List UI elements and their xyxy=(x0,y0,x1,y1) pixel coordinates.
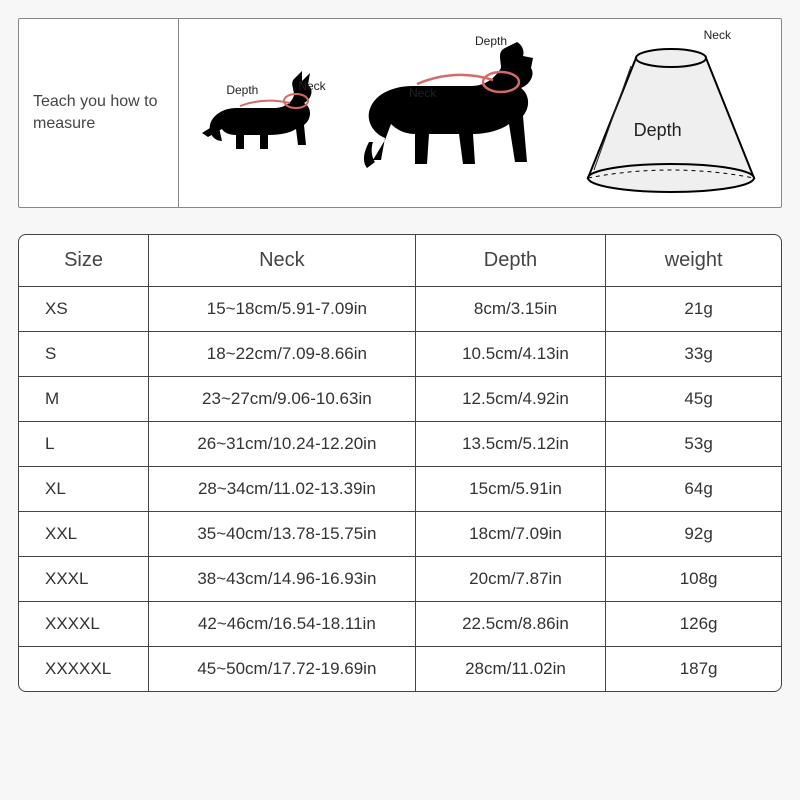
table-row: XL28~34cm/11.02-13.39in15cm/5.91in64g xyxy=(19,467,781,512)
cell-weight: 53g xyxy=(606,422,781,467)
cat-neck-label: Neck xyxy=(298,79,325,93)
cell-depth: 12.5cm/4.92in xyxy=(415,377,606,422)
measure-illustrations: Depth Neck Depth Neck xyxy=(179,19,781,207)
cell-weight: 92g xyxy=(606,512,781,557)
table-header-row: Size Neck Depth weight xyxy=(19,235,781,287)
cell-weight: 126g xyxy=(606,602,781,647)
cell-depth: 28cm/11.02in xyxy=(415,647,606,692)
size-table: Size Neck Depth weight XS15~18cm/5.91-7.… xyxy=(18,234,782,692)
measure-title: Teach you how to measure xyxy=(19,19,179,207)
cell-depth: 20cm/7.87in xyxy=(415,557,606,602)
cat-icon xyxy=(194,53,344,173)
cell-size: XXXXXL xyxy=(19,647,149,692)
cell-size: XS xyxy=(19,287,149,332)
cell-size: XXXXL xyxy=(19,602,149,647)
cell-neck: 26~31cm/10.24-12.20in xyxy=(149,422,416,467)
cell-weight: 187g xyxy=(606,647,781,692)
cell-neck: 18~22cm/7.09-8.66in xyxy=(149,332,416,377)
cell-neck: 15~18cm/5.91-7.09in xyxy=(149,287,416,332)
cell-depth: 22.5cm/8.86in xyxy=(415,602,606,647)
cell-depth: 13.5cm/5.12in xyxy=(415,422,606,467)
cell-neck: 35~40cm/13.78-15.75in xyxy=(149,512,416,557)
table-row: S18~22cm/7.09-8.66in10.5cm/4.13in33g xyxy=(19,332,781,377)
th-neck: Neck xyxy=(149,235,416,287)
cell-depth: 15cm/5.91in xyxy=(415,467,606,512)
table-row: M23~27cm/9.06-10.63in12.5cm/4.92in45g xyxy=(19,377,781,422)
cell-depth: 18cm/7.09in xyxy=(415,512,606,557)
cell-size: XXXL xyxy=(19,557,149,602)
cell-size: S xyxy=(19,332,149,377)
cell-weight: 45g xyxy=(606,377,781,422)
table-row: L26~31cm/10.24-12.20in13.5cm/5.12in53g xyxy=(19,422,781,467)
cell-neck: 45~50cm/17.72-19.69in xyxy=(149,647,416,692)
table-row: XXXXXL45~50cm/17.72-19.69in28cm/11.02in1… xyxy=(19,647,781,692)
cell-depth: 10.5cm/4.13in xyxy=(415,332,606,377)
cell-weight: 21g xyxy=(606,287,781,332)
size-table-grid: Size Neck Depth weight XS15~18cm/5.91-7.… xyxy=(19,235,781,691)
dog-depth-label: Depth xyxy=(475,34,507,48)
cat-depth-label: Depth xyxy=(226,83,258,97)
table-row: XS15~18cm/5.91-7.09in8cm/3.15in21g xyxy=(19,287,781,332)
cell-size: XXL xyxy=(19,512,149,557)
cell-neck: 42~46cm/16.54-18.11in xyxy=(149,602,416,647)
table-row: XXXL38~43cm/14.96-16.93in20cm/7.87in108g xyxy=(19,557,781,602)
cat-figure: Depth Neck xyxy=(194,53,344,173)
dog-icon xyxy=(355,28,565,198)
table-row: XXXXL42~46cm/16.54-18.11in22.5cm/8.86in1… xyxy=(19,602,781,647)
cell-neck: 23~27cm/9.06-10.63in xyxy=(149,377,416,422)
cone-figure: Neck Depth xyxy=(576,28,766,198)
cell-depth: 8cm/3.15in xyxy=(415,287,606,332)
cell-weight: 64g xyxy=(606,467,781,512)
cell-size: M xyxy=(19,377,149,422)
cell-size: XL xyxy=(19,467,149,512)
th-weight: weight xyxy=(606,235,781,287)
dog-neck-label: Neck xyxy=(409,86,436,100)
cone-depth-label: Depth xyxy=(634,120,682,141)
cone-neck-label: Neck xyxy=(704,28,731,42)
cell-weight: 108g xyxy=(606,557,781,602)
cell-neck: 28~34cm/11.02-13.39in xyxy=(149,467,416,512)
cone-icon xyxy=(576,28,766,198)
cell-size: L xyxy=(19,422,149,467)
cell-weight: 33g xyxy=(606,332,781,377)
measure-panel: Teach you how to measure Depth Neck xyxy=(18,18,782,208)
th-size: Size xyxy=(19,235,149,287)
table-row: XXL35~40cm/13.78-15.75in18cm/7.09in92g xyxy=(19,512,781,557)
cell-neck: 38~43cm/14.96-16.93in xyxy=(149,557,416,602)
dog-figure: Depth Neck xyxy=(355,28,565,198)
th-depth: Depth xyxy=(415,235,606,287)
